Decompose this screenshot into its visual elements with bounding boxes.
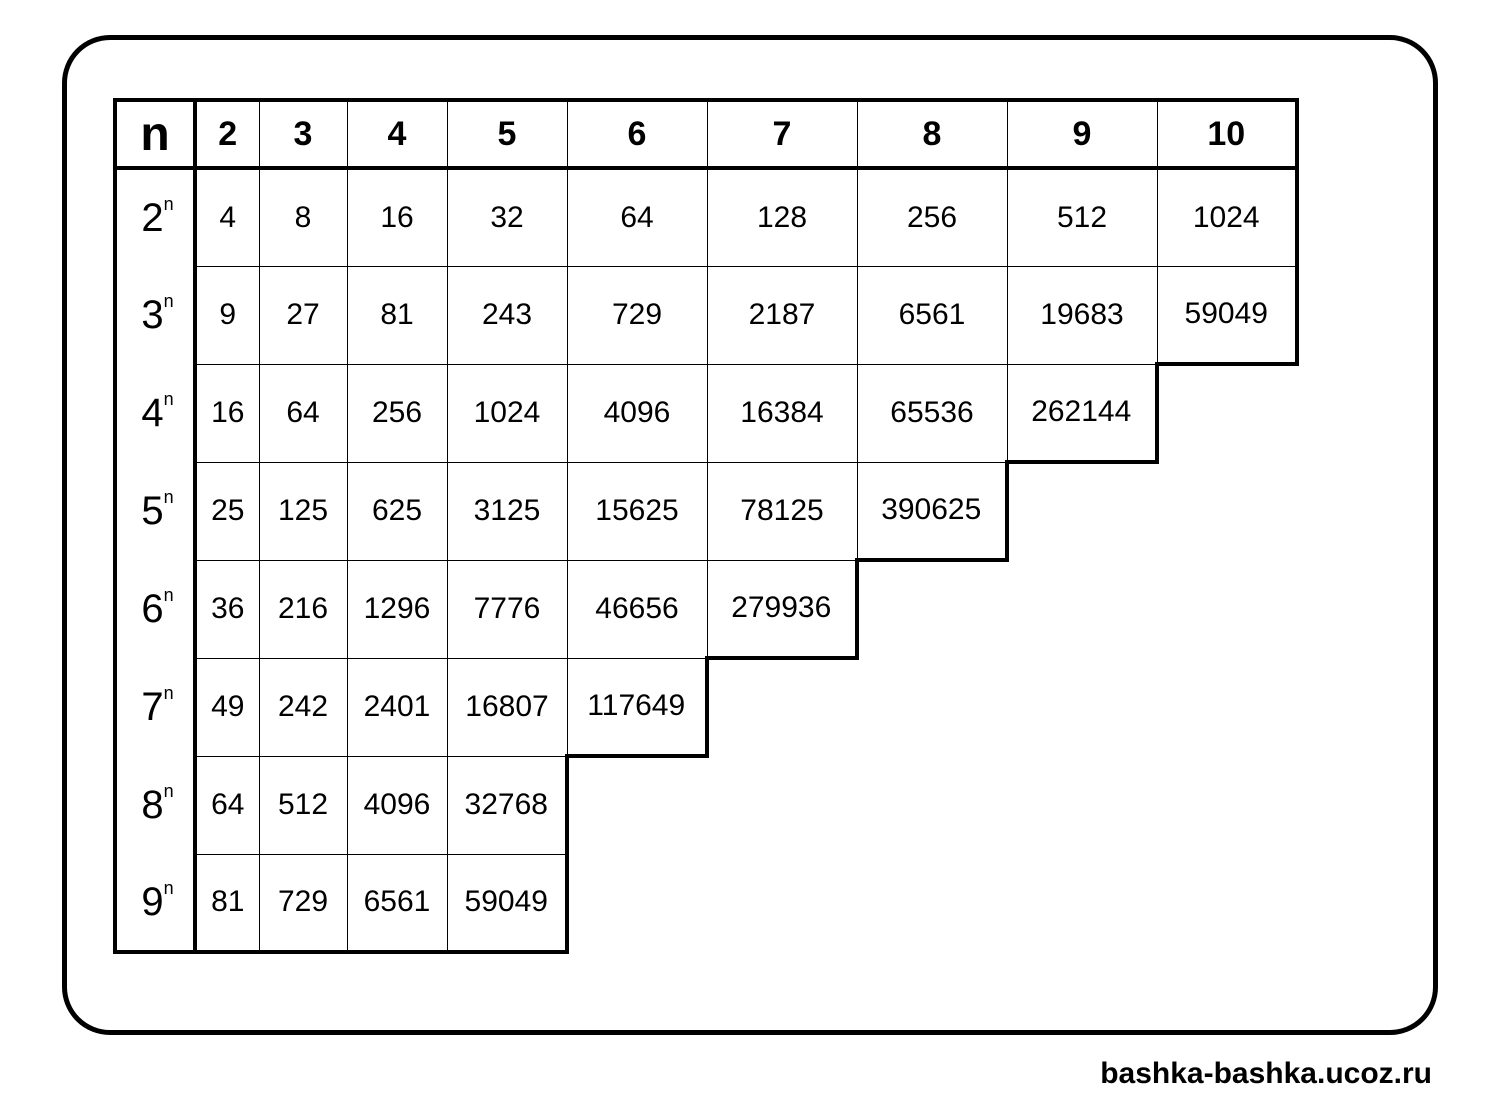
cell: 2187 <box>707 266 857 364</box>
table-row: 6n 36 216 1296 7776 46656 279936 <box>115 560 1297 658</box>
col-header: 3 <box>259 100 347 168</box>
cell: 6561 <box>857 266 1007 364</box>
col-header: 7 <box>707 100 857 168</box>
cell: 4096 <box>347 756 447 854</box>
cell: 65536 <box>857 364 1007 462</box>
cell: 9 <box>195 266 259 364</box>
table-row: 9n 81 729 6561 59049 <box>115 854 1297 952</box>
cell: 128 <box>707 168 857 266</box>
table-row: 4n 16 64 256 1024 4096 16384 65536 26214… <box>115 364 1297 462</box>
col-header: 9 <box>1007 100 1157 168</box>
cell: 32 <box>447 168 567 266</box>
row-header: 6n <box>115 560 195 658</box>
cell: 256 <box>347 364 447 462</box>
header-row: n 2 3 4 5 6 7 8 9 10 <box>115 100 1297 168</box>
cell: 4 <box>195 168 259 266</box>
row-header: 4n <box>115 364 195 462</box>
cell: 81 <box>347 266 447 364</box>
cell: 64 <box>195 756 259 854</box>
powers-table: n 2 3 4 5 6 7 8 9 10 2n 4 8 16 32 64 128… <box>113 98 1299 954</box>
row-header: 2n <box>115 168 195 266</box>
cell: 216 <box>259 560 347 658</box>
cell: 1024 <box>447 364 567 462</box>
row-header: 5n <box>115 462 195 560</box>
cell: 6561 <box>347 854 447 952</box>
cell: 729 <box>567 266 707 364</box>
cell: 46656 <box>567 560 707 658</box>
col-header: 8 <box>857 100 1007 168</box>
col-header: 6 <box>567 100 707 168</box>
row-header: 7n <box>115 658 195 756</box>
cell: 729 <box>259 854 347 952</box>
cell: 279936 <box>707 560 857 658</box>
cell: 256 <box>857 168 1007 266</box>
col-header: 5 <box>447 100 567 168</box>
table-row: 5n 25 125 625 3125 15625 78125 390625 <box>115 462 1297 560</box>
cell: 81 <box>195 854 259 952</box>
cell: 242 <box>259 658 347 756</box>
cell: 16 <box>195 364 259 462</box>
cell: 390625 <box>857 462 1007 560</box>
col-header: 2 <box>195 100 259 168</box>
cell: 3125 <box>447 462 567 560</box>
cell: 117649 <box>567 658 707 756</box>
cell: 27 <box>259 266 347 364</box>
cell: 1296 <box>347 560 447 658</box>
cell: 2401 <box>347 658 447 756</box>
outer-frame: n 2 3 4 5 6 7 8 9 10 2n 4 8 16 32 64 128… <box>62 35 1438 1035</box>
cell: 625 <box>347 462 447 560</box>
cell: 243 <box>447 266 567 364</box>
table-row: 7n 49 242 2401 16807 117649 <box>115 658 1297 756</box>
cell: 64 <box>567 168 707 266</box>
cell: 16807 <box>447 658 567 756</box>
cell: 59049 <box>1157 266 1297 364</box>
row-header: 3n <box>115 266 195 364</box>
col-header: 4 <box>347 100 447 168</box>
cell: 78125 <box>707 462 857 560</box>
cell: 1024 <box>1157 168 1297 266</box>
cell: 19683 <box>1007 266 1157 364</box>
cell: 4096 <box>567 364 707 462</box>
cell: 32768 <box>447 756 567 854</box>
table-row: 2n 4 8 16 32 64 128 256 512 1024 <box>115 168 1297 266</box>
cell: 512 <box>1007 168 1157 266</box>
credit-text: bashka-bashka.ucoz.ru <box>1100 1057 1432 1091</box>
cell: 262144 <box>1007 364 1157 462</box>
corner-cell: n <box>115 100 195 168</box>
cell: 7776 <box>447 560 567 658</box>
row-header: 8n <box>115 756 195 854</box>
cell: 512 <box>259 756 347 854</box>
cell: 49 <box>195 658 259 756</box>
cell: 16384 <box>707 364 857 462</box>
cell: 15625 <box>567 462 707 560</box>
cell: 64 <box>259 364 347 462</box>
cell: 16 <box>347 168 447 266</box>
cell: 59049 <box>447 854 567 952</box>
cell: 8 <box>259 168 347 266</box>
table-row: 3n 9 27 81 243 729 2187 6561 19683 59049 <box>115 266 1297 364</box>
col-header: 10 <box>1157 100 1297 168</box>
cell: 125 <box>259 462 347 560</box>
row-header: 9n <box>115 854 195 952</box>
table-row: 8n 64 512 4096 32768 <box>115 756 1297 854</box>
cell: 25 <box>195 462 259 560</box>
cell: 36 <box>195 560 259 658</box>
